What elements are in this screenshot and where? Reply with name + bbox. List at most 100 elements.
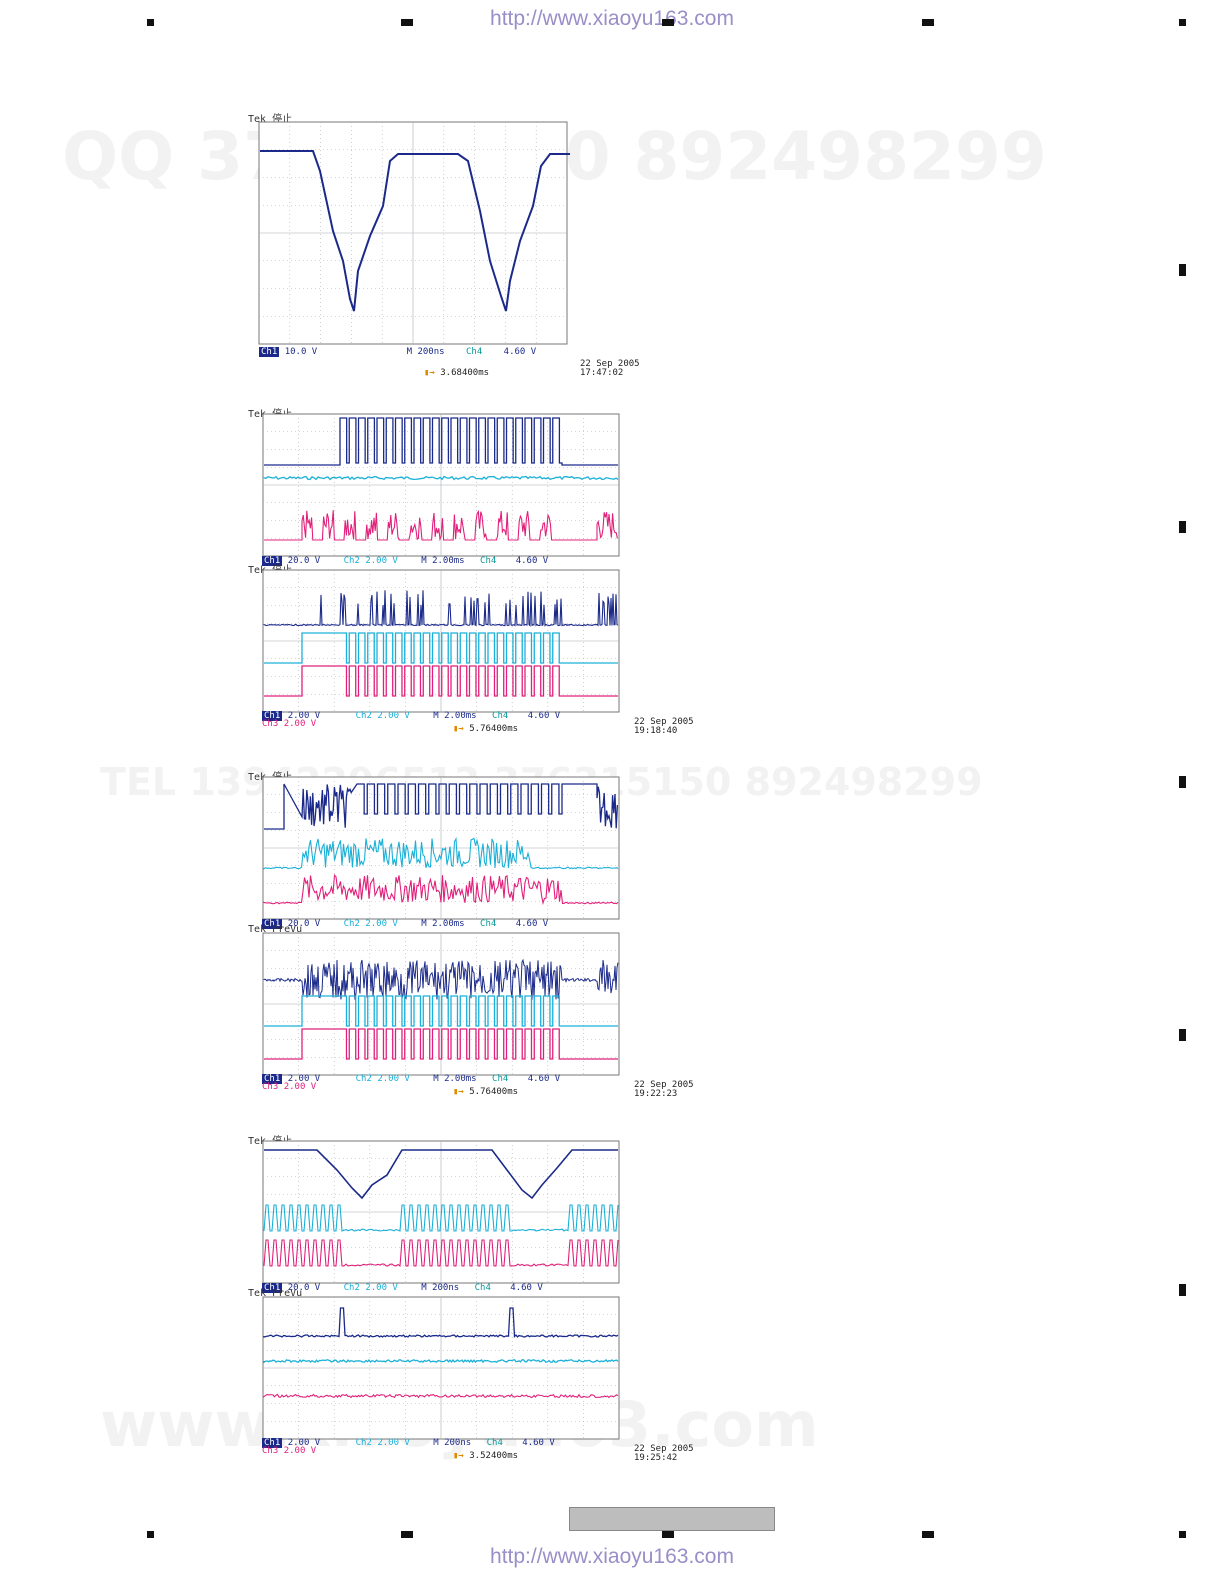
capture-date: 22 Sep 2005: [634, 1080, 694, 1090]
ch1-label: Ch1: [262, 1283, 283, 1293]
registration-mark: [1179, 1284, 1186, 1296]
ch1-scale: 20.0 V: [287, 556, 321, 566]
ch2-scale: 2.00 V: [365, 919, 398, 929]
ch1-label: Ch1: [262, 1438, 283, 1448]
ch2-waveform: [263, 837, 619, 870]
capture-datetime: 22 Sep 2005 19:22:23: [634, 1081, 694, 1099]
registration-mark: [401, 1531, 413, 1538]
ch2-label: Ch2: [343, 1283, 360, 1293]
footer-url[interactable]: http://www.xiaoyu163.com: [490, 1545, 734, 1568]
ch3-waveform: [263, 1393, 619, 1399]
ch3-waveform: [263, 1239, 619, 1268]
scope-screen-2: [262, 413, 620, 557]
capture-datetime: 22 Sep 2005 19:25:42: [634, 1445, 694, 1463]
ch2-label: Ch2: [355, 1074, 372, 1084]
scope-status-7: Ch1 2.00 V Ch2 2.00 V M 200ns Ch4 4.60 V…: [262, 1438, 555, 1456]
trigger-source: Ch4: [492, 1074, 509, 1084]
ch3-label: Ch3: [262, 1446, 279, 1456]
header-url[interactable]: http://www.xiaoyu163.com: [490, 7, 734, 30]
cursor-value: 5.76400ms: [469, 724, 519, 734]
trigger-level: 4.60 V: [527, 1074, 561, 1084]
ch2-label: Ch2: [355, 711, 372, 721]
trigger-source: Ch4: [480, 919, 497, 929]
ch1-scale: 2.00 V: [287, 711, 321, 721]
ch1-label: Ch1: [262, 711, 283, 721]
ch3-label: Ch3: [262, 719, 279, 729]
registration-mark: [1179, 1029, 1186, 1041]
ch3-waveform: [263, 873, 619, 906]
scope-screen-6: [262, 1140, 620, 1284]
ch1-label: Ch1: [262, 556, 283, 566]
timebase: M 200ns: [433, 1438, 472, 1448]
ch3-waveform: [264, 665, 618, 697]
cursor-readout: ▮→ 3.52400ms: [453, 1451, 519, 1461]
ch1-waveform: [263, 958, 619, 1000]
trigger-source: Ch4: [480, 556, 497, 566]
ch3-scale: 2.00 V: [283, 1082, 317, 1092]
ch2-scale: 2.00 V: [377, 711, 410, 721]
scope-brand: Tek PreVu: [248, 1288, 303, 1299]
timebase: M 2.00ms: [433, 711, 477, 721]
cursor-value: 3.52400ms: [469, 1451, 519, 1461]
scope-brand: Tek PreVu: [248, 924, 303, 935]
capture-datetime: 22 Sep 2005 19:18:40: [634, 718, 694, 736]
ch2-waveform: [264, 632, 618, 664]
scope-screen-4: [262, 776, 620, 920]
ch2-waveform: [263, 1358, 619, 1364]
capture-date: 22 Sep 2005: [634, 1444, 694, 1454]
trigger-source: Ch4: [492, 711, 509, 721]
scope-screen-5: [262, 932, 620, 1076]
trigger-level: 4.60 V: [527, 711, 561, 721]
ch1-scale: 20.0 V: [287, 919, 321, 929]
registration-mark: [662, 19, 674, 26]
ch3-scale: 2.00 V: [283, 1446, 317, 1456]
scope-screen-7: [262, 1296, 620, 1440]
ch2-waveform: [263, 475, 619, 481]
registration-mark: [662, 1531, 674, 1538]
timebase: M 2.00ms: [433, 1074, 477, 1084]
trigger-level: 4.60 V: [503, 347, 537, 357]
registration-mark: [401, 19, 413, 26]
scope-status-3: Ch1 2.00 V Ch2 2.00 V M 2.00ms Ch4 4.60 …: [262, 711, 561, 729]
capture-time: 19:22:23: [634, 1089, 678, 1099]
ch2-scale: 2.00 V: [377, 1438, 410, 1448]
ch2-label: Ch2: [355, 1438, 372, 1448]
ch3-waveform: [264, 509, 618, 542]
cursor-value: 3.68400ms: [440, 368, 490, 378]
capture-date: 22 Sep 2005: [580, 359, 640, 369]
registration-mark: [1179, 19, 1186, 26]
trigger-source: Ch4: [486, 1438, 503, 1448]
cursor-readout: ▮→ 5.76400ms: [453, 724, 519, 734]
registration-mark: [147, 1531, 154, 1538]
scope-status-6: Ch1 20.0 V Ch2 2.00 V M 200ns Ch4 4.60 V: [262, 1283, 543, 1293]
scope-status-4: Ch1 20.0 V Ch2 2.00 V M 2.00ms Ch4 4.60 …: [262, 919, 548, 929]
scope-status-1: Ch1 10.0 V M 200ns Ch4 4.60 V: [259, 347, 536, 357]
ch2-scale: 2.00 V: [365, 1283, 398, 1293]
scope-status-2: Ch1 20.0 V Ch2 2.00 V M 2.00ms Ch4 4.60 …: [262, 556, 548, 566]
ch1-scale: 10.0 V: [284, 347, 318, 357]
ch2-waveform: [263, 1204, 619, 1232]
timebase: M 2.00ms: [421, 556, 465, 566]
ch3-scale: 2.00 V: [283, 719, 317, 729]
trigger-level: 4.60 V: [522, 1438, 555, 1448]
ch1-scale: 20.0 V: [287, 1283, 321, 1293]
ch1-waveform: [264, 417, 618, 466]
capture-datetime: 22 Sep 2005 17:47:02: [580, 360, 640, 378]
scope-screen-3: [262, 569, 620, 713]
ch3-label: Ch3: [262, 1082, 279, 1092]
cursor-readout: ▮→ 5.76400ms: [453, 1087, 519, 1097]
timebase: M 200ns: [421, 1283, 460, 1293]
trigger-source: Ch4: [465, 347, 483, 357]
capture-time: 19:25:42: [634, 1453, 678, 1463]
footer-bar: [569, 1507, 775, 1531]
ch2-waveform: [264, 995, 618, 1027]
registration-mark: [922, 1531, 934, 1538]
ch1-label: Ch1: [259, 347, 280, 357]
ch1-waveform: [260, 150, 570, 312]
ch1-scale: 2.00 V: [287, 1074, 321, 1084]
cursor-readout: ▮→ 3.68400ms: [424, 368, 490, 378]
ch1-waveform: [264, 1149, 618, 1200]
trigger-level: 4.60 V: [510, 1283, 543, 1293]
ch2-label: Ch2: [343, 556, 360, 566]
trigger-level: 4.60 V: [515, 919, 549, 929]
